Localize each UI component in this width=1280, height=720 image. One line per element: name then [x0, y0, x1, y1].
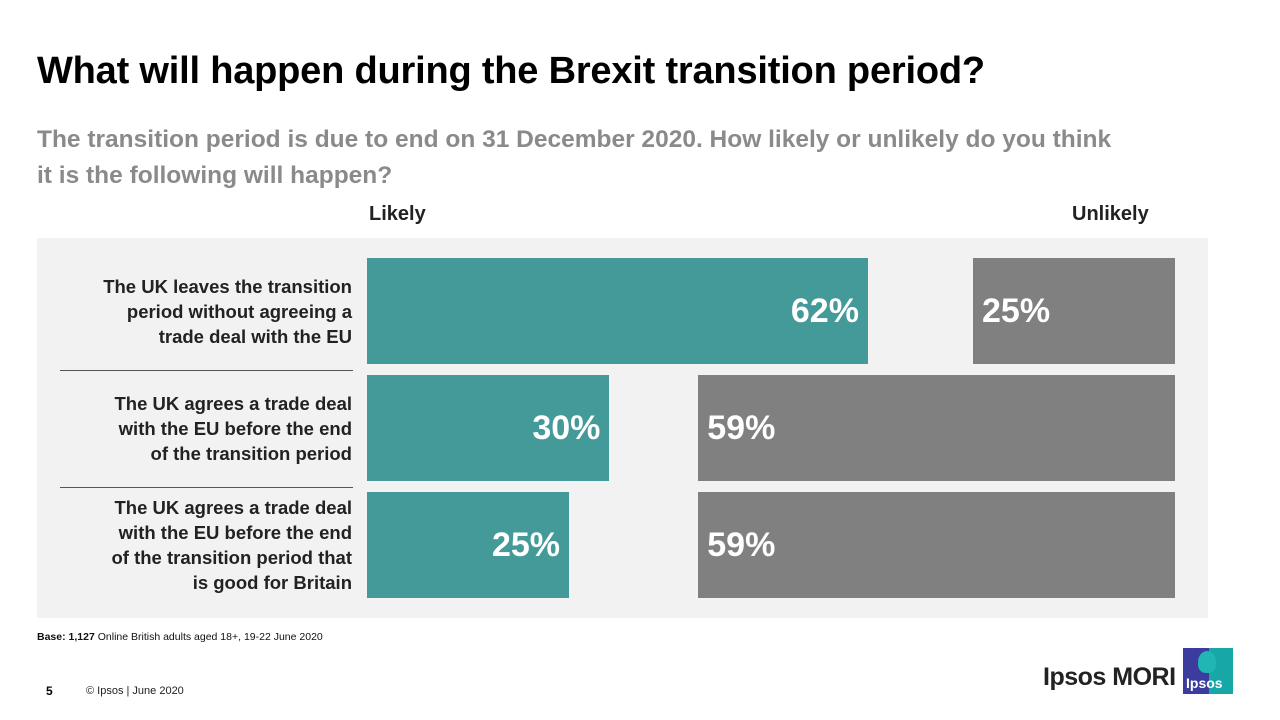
likely-value-label: 62%	[790, 292, 859, 330]
unlikely-header: Unlikely	[1072, 203, 1149, 225]
logo-text: Ipsos	[1186, 675, 1223, 691]
row-divider	[60, 370, 353, 371]
base-text: Online British adults aged 18+, 19-22 Ju…	[97, 631, 323, 643]
likely-header: Likely	[369, 203, 426, 225]
unlikely-value-label: 59%	[707, 526, 776, 564]
likely-bar: 25%	[367, 492, 569, 598]
likely-bar: 30%	[367, 375, 610, 481]
base-label: Base:	[37, 631, 66, 643]
ipsos-mori-wordmark: Ipsos MORI	[1043, 663, 1176, 691]
unlikely-bar: 59%	[698, 375, 1175, 481]
unlikely-value-label: 59%	[707, 409, 776, 447]
row-divider	[60, 487, 353, 488]
unlikely-bar: 25%	[973, 258, 1175, 364]
slide-title: What will happen during the Brexit trans…	[37, 50, 985, 92]
page-number: 5	[46, 684, 53, 698]
likely-bar: 62%	[367, 258, 868, 364]
head-silhouette-icon	[1198, 651, 1216, 673]
slide-subtitle: The transition period is due to end on 3…	[37, 126, 1112, 189]
likely-value-label: 30%	[532, 409, 601, 447]
copyright: © Ipsos | June 2020	[86, 685, 184, 697]
ipsos-logo-icon: Ipsos	[1183, 648, 1233, 694]
likely-value-label: 25%	[491, 526, 560, 564]
base-value: 1,127	[68, 631, 95, 643]
unlikely-bar: 59%	[698, 492, 1175, 598]
base-note: Base: 1,127 Online British adults aged 1…	[37, 631, 323, 643]
row-label: The UK agrees a trade deal with the EU be…	[111, 497, 353, 593]
unlikely-value-label: 25%	[982, 292, 1051, 330]
row-label: The UK agrees a trade deal with the EU be…	[114, 392, 352, 464]
row-label: The UK leaves the transition period witho…	[103, 275, 352, 347]
